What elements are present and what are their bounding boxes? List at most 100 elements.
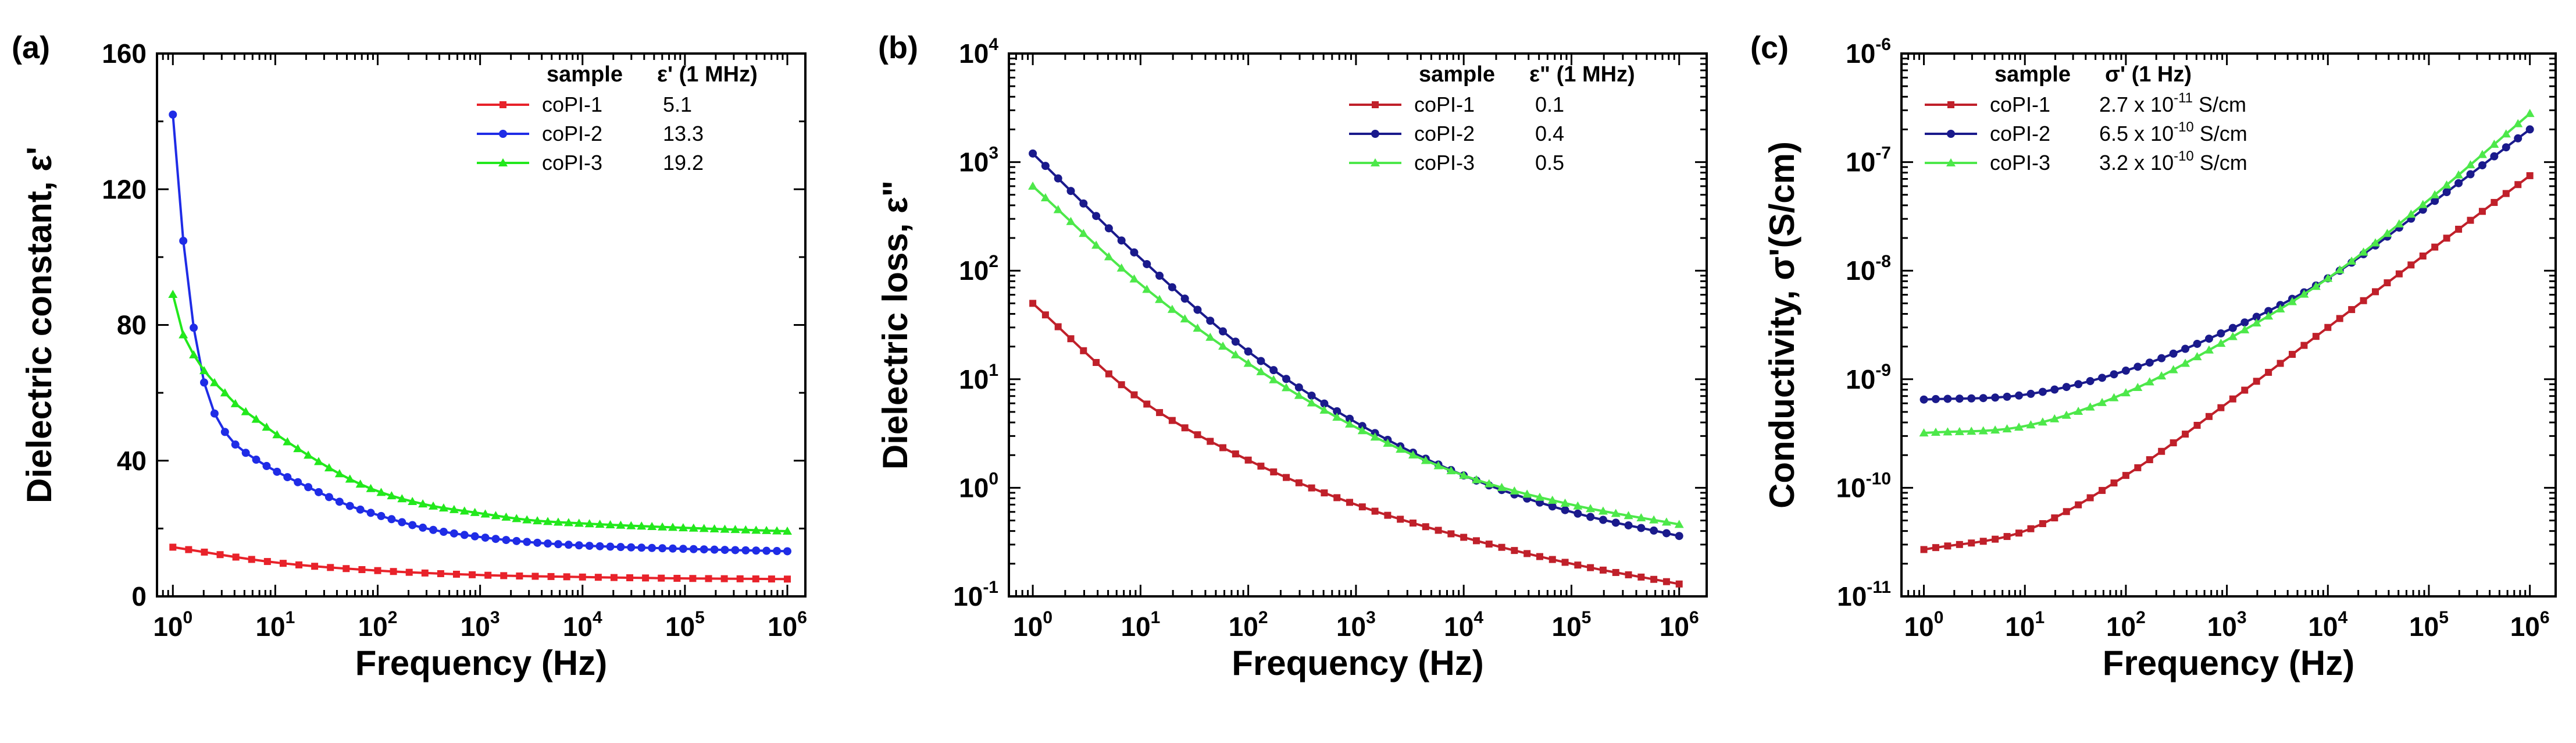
data-point <box>2145 358 2154 367</box>
data-point <box>2039 520 2046 527</box>
data-point <box>1257 357 1265 365</box>
data-point <box>491 511 501 520</box>
data-point <box>2193 339 2202 348</box>
data-point <box>616 543 625 552</box>
legend-header-value: ε' (1 MHz) <box>657 62 758 87</box>
data-point <box>1611 518 1620 527</box>
series-line <box>172 546 788 581</box>
data-point <box>324 463 334 472</box>
data-point <box>342 565 350 573</box>
data-point <box>2477 150 2487 158</box>
data-point <box>773 547 782 556</box>
data-point <box>1931 394 1940 403</box>
legend-series-value: 2.7 x 10-11 S/cm <box>2099 90 2246 116</box>
data-point <box>210 409 219 418</box>
data-point <box>1560 498 1570 507</box>
data-point <box>1156 409 1164 417</box>
x-tick-label: 105 <box>1552 608 1592 642</box>
legend-header-sample: sample <box>1419 62 1495 87</box>
data-point <box>2394 219 2404 227</box>
data-point <box>2299 289 2309 298</box>
data-point <box>2134 464 2142 471</box>
data-point <box>418 499 428 508</box>
data-point <box>449 504 459 513</box>
data-point <box>335 497 344 506</box>
data-point <box>500 572 508 580</box>
data-point <box>658 544 667 553</box>
data-point <box>2288 351 2296 358</box>
data-point <box>1662 578 1670 585</box>
data-point <box>263 558 271 566</box>
legend-marker <box>499 130 507 138</box>
data-point <box>1535 492 1544 501</box>
data-point <box>2382 229 2392 237</box>
data-point <box>390 568 397 575</box>
data-point <box>1282 375 1291 383</box>
data-point <box>1446 466 1456 475</box>
data-point <box>1510 486 1519 495</box>
data-point <box>762 525 772 534</box>
data-point <box>1511 547 1518 554</box>
data-point <box>480 509 490 518</box>
data-point <box>688 523 698 532</box>
data-point <box>1919 428 1929 437</box>
data-point <box>2097 397 2107 406</box>
data-point <box>2205 413 2213 420</box>
y-tick-label: 0 <box>131 581 147 612</box>
data-point <box>2336 315 2343 322</box>
data-point <box>1573 501 1583 510</box>
data-point <box>1230 350 1240 358</box>
data-point <box>469 571 476 578</box>
data-point <box>523 538 531 546</box>
data-point <box>356 505 365 514</box>
data-point <box>710 545 719 554</box>
data-point <box>2442 180 2452 189</box>
data-point <box>741 546 750 554</box>
data-point <box>1066 216 1076 225</box>
data-point <box>2490 152 2499 161</box>
data-point <box>1091 240 1101 249</box>
data-point <box>1919 395 1928 404</box>
data-point <box>1180 314 1190 323</box>
y-tick-label: 10-11 <box>1837 578 1891 612</box>
data-point <box>516 572 523 580</box>
legend-marker <box>1947 130 1955 138</box>
legend-series-name: coPI-1 <box>1990 93 2050 116</box>
data-point <box>554 540 562 549</box>
data-point <box>2253 378 2260 385</box>
data-point <box>2169 349 2178 358</box>
data-point <box>2192 352 2202 361</box>
legend-series-name: coPI-2 <box>1990 122 2050 145</box>
y-tick-label: 10-10 <box>1836 469 1891 503</box>
data-point <box>626 574 634 581</box>
data-point <box>168 290 178 298</box>
data-point <box>501 512 511 521</box>
data-point <box>304 450 313 459</box>
data-point <box>405 568 413 576</box>
data-point <box>2015 529 2023 537</box>
data-point <box>1332 413 1342 421</box>
data-point <box>2170 439 2177 447</box>
data-point <box>1130 248 1139 257</box>
data-point <box>1118 381 1125 389</box>
data-point <box>1536 553 1543 560</box>
data-point <box>1079 229 1089 237</box>
data-point <box>1333 407 1341 415</box>
y-axis-ticks <box>1009 52 1707 598</box>
data-point <box>1193 305 1202 314</box>
data-point <box>1117 236 1126 245</box>
y-tick-label: 101 <box>959 361 998 394</box>
data-point <box>2098 374 2107 382</box>
data-point <box>1155 294 1165 303</box>
data-point <box>2133 383 2143 392</box>
data-point <box>2478 161 2486 170</box>
data-point <box>2252 318 2261 327</box>
data-point <box>741 525 751 534</box>
data-point <box>1066 187 1075 195</box>
x-tick-label: 103 <box>461 608 500 642</box>
data-point <box>314 457 324 465</box>
data-point <box>1485 541 1493 548</box>
data-point <box>2513 119 2523 127</box>
x-tick-label: 105 <box>2409 608 2449 642</box>
data-point <box>190 323 198 332</box>
